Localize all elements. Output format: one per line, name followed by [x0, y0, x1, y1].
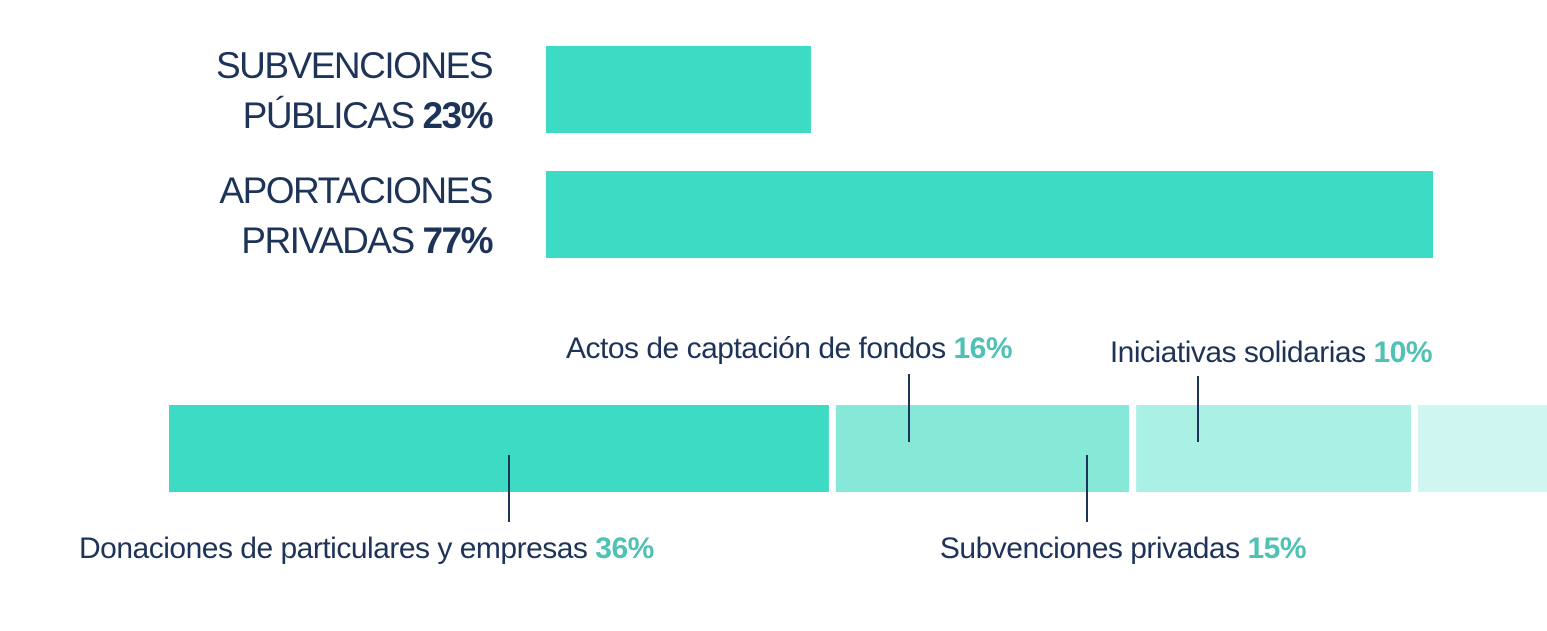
segment-label: Donaciones de particulares y empresas 36…: [79, 532, 654, 565]
segment-1: [169, 405, 829, 492]
breakdown-bar-chart: Donaciones de particulares y empresas 36…: [79, 332, 1547, 565]
segment-value-label: 10%: [1373, 336, 1432, 369]
segment-4: [1418, 405, 1547, 492]
bar-label-line1: APORTACIONES: [219, 170, 492, 211]
segment-label: Iniciativas solidarias 10%: [1110, 336, 1432, 369]
bar-value-label: 77%: [422, 220, 492, 261]
segment-value-label: 15%: [1247, 532, 1306, 565]
segment-value-label: 36%: [595, 532, 654, 565]
segment-label: Subvenciones privadas 15%: [940, 532, 1306, 565]
segment-label: Actos de captación de fondos 16%: [566, 332, 1012, 365]
bar-label-line2: PÚBLICAS 23%: [243, 95, 493, 136]
bar-aportaciones-privadas: [546, 171, 1433, 258]
segment-3: [1136, 405, 1412, 492]
top-bar-chart: SUBVENCIONES PÚBLICAS 23% APORTACIONES PRIV…: [216, 45, 1433, 261]
segment-value-label: 16%: [953, 332, 1012, 365]
bar-value-label: 23%: [422, 95, 492, 136]
bar-subvenciones-publicas: [546, 46, 811, 133]
bar-label-line1: SUBVENCIONES: [216, 45, 492, 86]
bar-label-line2: PRIVADAS 77%: [241, 220, 492, 261]
segment-2: [835, 405, 1130, 492]
